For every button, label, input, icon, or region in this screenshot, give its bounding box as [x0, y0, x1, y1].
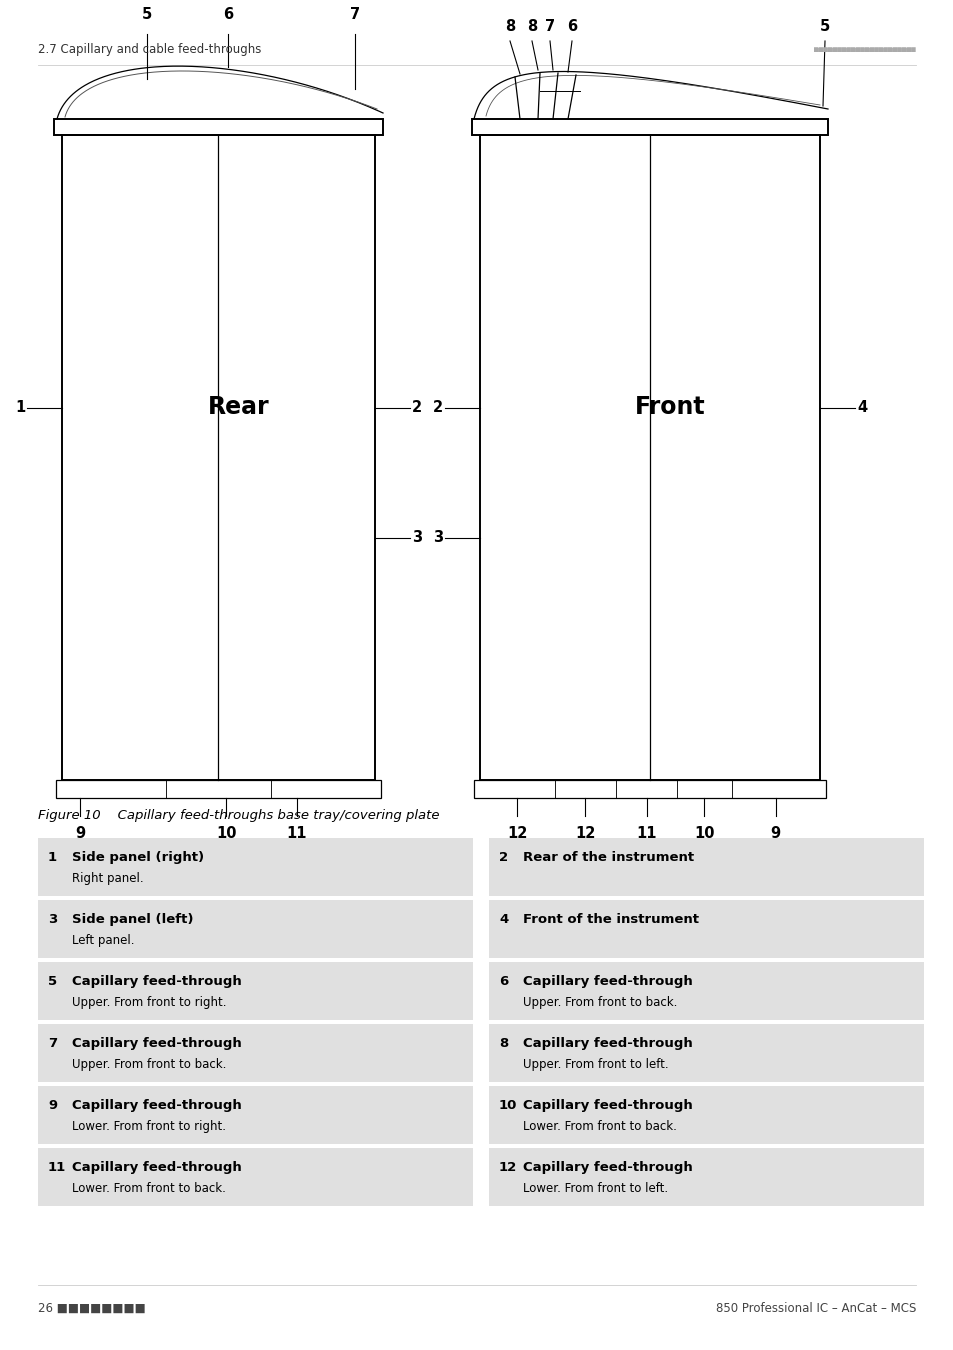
Text: 8: 8 [504, 19, 515, 34]
Text: 8: 8 [526, 19, 537, 34]
FancyBboxPatch shape [54, 119, 382, 135]
Text: 12: 12 [507, 826, 527, 841]
Text: Side panel (left): Side panel (left) [71, 913, 193, 926]
Text: 850 Professional IC – AnCat – MCS: 850 Professional IC – AnCat – MCS [715, 1301, 915, 1315]
Text: 2: 2 [412, 400, 421, 414]
FancyBboxPatch shape [56, 780, 380, 798]
Bar [489, 963, 923, 1021]
Text: 3: 3 [412, 531, 421, 545]
Text: 1: 1 [15, 400, 25, 414]
Text: Capillary feed-through: Capillary feed-through [522, 1037, 692, 1050]
Text: 12: 12 [575, 826, 595, 841]
Text: 10: 10 [498, 1099, 517, 1111]
Text: 10: 10 [216, 826, 236, 841]
Text: Upper. From front to right.: Upper. From front to right. [71, 996, 226, 1008]
Text: 11: 11 [286, 826, 307, 841]
Text: Lower. From front to back.: Lower. From front to back. [522, 1120, 677, 1133]
Text: Front of the instrument: Front of the instrument [522, 913, 699, 926]
Text: Capillary feed-through: Capillary feed-through [522, 1099, 692, 1111]
Text: Front: Front [634, 396, 704, 420]
Text: 2: 2 [498, 850, 508, 864]
Bar [489, 1025, 923, 1081]
Text: 9: 9 [770, 826, 781, 841]
Text: 5: 5 [819, 19, 829, 34]
Text: Capillary feed-through: Capillary feed-through [522, 1161, 692, 1173]
Text: Upper. From front to back.: Upper. From front to back. [522, 996, 677, 1008]
Text: 2: 2 [433, 400, 442, 414]
Text: 6: 6 [566, 19, 577, 34]
Text: 6: 6 [498, 975, 508, 988]
Text: 4: 4 [856, 400, 866, 414]
Text: Lower. From front to back.: Lower. From front to back. [71, 1183, 226, 1195]
Text: Figure 10    Capillary feed-throughs base tray/covering plate: Figure 10 Capillary feed-throughs base t… [38, 809, 439, 822]
Text: 26 ■■■■■■■■: 26 ■■■■■■■■ [38, 1301, 146, 1315]
Text: 3: 3 [433, 531, 442, 545]
Bar [489, 900, 923, 958]
Bar [38, 963, 473, 1021]
Text: 7: 7 [48, 1037, 57, 1050]
Bar [38, 1025, 473, 1081]
FancyBboxPatch shape [474, 780, 825, 798]
Text: 11: 11 [636, 826, 657, 841]
Bar [38, 1085, 473, 1143]
Text: 12: 12 [498, 1161, 517, 1173]
Text: Upper. From front to back.: Upper. From front to back. [71, 1058, 226, 1071]
Text: Capillary feed-through: Capillary feed-through [522, 975, 692, 988]
Text: Side panel (right): Side panel (right) [71, 850, 204, 864]
Text: Right panel.: Right panel. [71, 872, 144, 886]
Text: 4: 4 [498, 913, 508, 926]
Text: 9: 9 [75, 826, 85, 841]
Text: 3: 3 [48, 913, 57, 926]
Text: Capillary feed-through: Capillary feed-through [71, 1161, 241, 1173]
Bar [38, 1148, 473, 1206]
Text: 7: 7 [350, 7, 359, 22]
Bar [38, 900, 473, 958]
Bar [489, 1148, 923, 1206]
Text: 2.7 Capillary and cable feed-throughs: 2.7 Capillary and cable feed-throughs [38, 43, 261, 57]
Text: Upper. From front to left.: Upper. From front to left. [522, 1058, 668, 1071]
Text: Rear: Rear [208, 396, 269, 420]
Text: 6: 6 [223, 7, 233, 22]
Text: Lower. From front to right.: Lower. From front to right. [71, 1120, 226, 1133]
FancyBboxPatch shape [472, 119, 827, 135]
Text: 10: 10 [694, 826, 714, 841]
Text: 11: 11 [48, 1161, 66, 1173]
Text: Capillary feed-through: Capillary feed-through [71, 1099, 241, 1111]
Text: ■■■■■■■■■■■■■■■■■■■■■■: ■■■■■■■■■■■■■■■■■■■■■■ [814, 46, 915, 54]
Text: Capillary feed-through: Capillary feed-through [71, 975, 241, 988]
Text: Left panel.: Left panel. [71, 934, 134, 948]
Bar [489, 838, 923, 896]
Text: 7: 7 [544, 19, 555, 34]
Text: 9: 9 [48, 1099, 57, 1111]
Text: 5: 5 [142, 7, 152, 22]
Bar [489, 1085, 923, 1143]
Text: Lower. From front to left.: Lower. From front to left. [522, 1183, 667, 1195]
Text: 1: 1 [48, 850, 57, 864]
Bar [38, 838, 473, 896]
Text: Rear of the instrument: Rear of the instrument [522, 850, 694, 864]
Text: 8: 8 [498, 1037, 508, 1050]
Text: Capillary feed-through: Capillary feed-through [71, 1037, 241, 1050]
Text: 5: 5 [48, 975, 57, 988]
